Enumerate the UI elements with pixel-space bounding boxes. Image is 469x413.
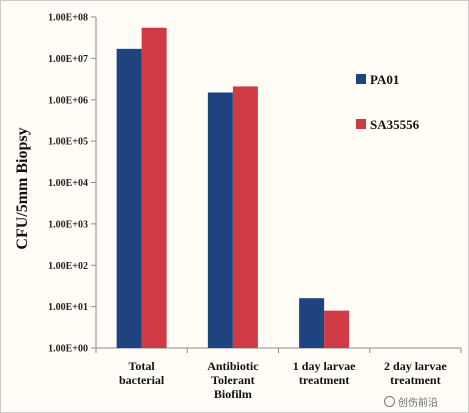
x-category-label: 1 day larvae	[293, 359, 356, 373]
legend-swatch-pa01	[356, 74, 366, 84]
y-tick-label: 1.00E+02	[48, 261, 88, 272]
x-category-label: Total	[129, 359, 156, 373]
bar-pa01-1	[207, 92, 233, 348]
x-category-label: Biofilm	[214, 387, 252, 401]
y-axis-title: CFU/5mm Biopsy	[14, 127, 31, 249]
legend-label: PA01	[370, 72, 399, 87]
y-tick-label: 1.00E+05	[48, 137, 88, 148]
bar-pa01-2	[299, 298, 325, 348]
y-tick-label: 1.00E+03	[48, 219, 88, 230]
bar-pa01-0	[116, 48, 142, 348]
y-tick-label: 1.00E+06	[48, 95, 88, 106]
y-tick-label: 1.00E+07	[48, 54, 88, 65]
watermark: 创伤前沿	[384, 392, 438, 410]
bar-sa35556-2	[324, 310, 350, 348]
watermark-text: 创伤前沿	[398, 397, 438, 409]
x-category-label: Tolerant	[211, 373, 255, 387]
wechat-logo-icon	[384, 395, 395, 407]
bar-sa35556-0	[141, 27, 167, 349]
y-tick-label: 1.00E+01	[48, 302, 88, 313]
legend-label: SA35556	[370, 117, 420, 132]
y-tick-label: 1.00E+08	[48, 13, 88, 24]
legend-swatch-sa35556	[356, 119, 366, 129]
bar-sa35556-1	[232, 86, 258, 348]
x-category-label: bacterial	[119, 373, 165, 387]
x-category-label: treatment	[299, 373, 349, 387]
x-category-label: Antibiotic	[207, 359, 259, 373]
x-category-label: treatment	[390, 373, 440, 387]
x-category-label: 2 day larvae	[384, 359, 447, 373]
y-tick-label: 1.00E+04	[48, 178, 88, 189]
y-tick-label: 1.00E+00	[48, 344, 88, 355]
